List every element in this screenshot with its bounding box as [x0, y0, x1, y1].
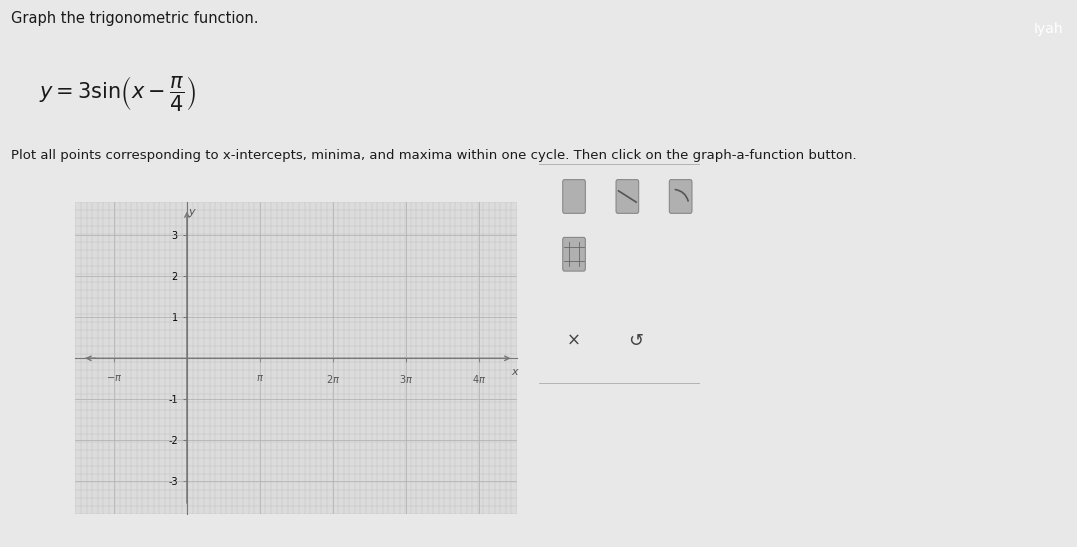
- FancyBboxPatch shape: [670, 179, 693, 213]
- Text: Iyah: Iyah: [1033, 22, 1063, 36]
- Text: $\pi$: $\pi$: [256, 373, 264, 383]
- Text: Plot all points corresponding to x-intercepts, minima, and maxima within one cyc: Plot all points corresponding to x-inter…: [11, 149, 856, 162]
- FancyBboxPatch shape: [562, 179, 586, 213]
- Text: x: x: [512, 368, 518, 377]
- Text: y: y: [187, 207, 195, 217]
- FancyBboxPatch shape: [616, 179, 639, 213]
- Text: Graph the trigonometric function.: Graph the trigonometric function.: [11, 11, 258, 26]
- Text: ×: ×: [568, 332, 581, 350]
- Text: $3\pi$: $3\pi$: [398, 373, 414, 385]
- Text: $-\pi$: $-\pi$: [106, 373, 122, 383]
- Text: $y=3\sin\!\left(x-\dfrac{\pi}{4}\right)$: $y=3\sin\!\left(x-\dfrac{\pi}{4}\right)$: [39, 74, 196, 113]
- Text: $4\pi$: $4\pi$: [472, 373, 486, 385]
- Text: ↺: ↺: [628, 332, 643, 350]
- Text: $2\pi$: $2\pi$: [326, 373, 340, 385]
- FancyBboxPatch shape: [562, 237, 586, 271]
